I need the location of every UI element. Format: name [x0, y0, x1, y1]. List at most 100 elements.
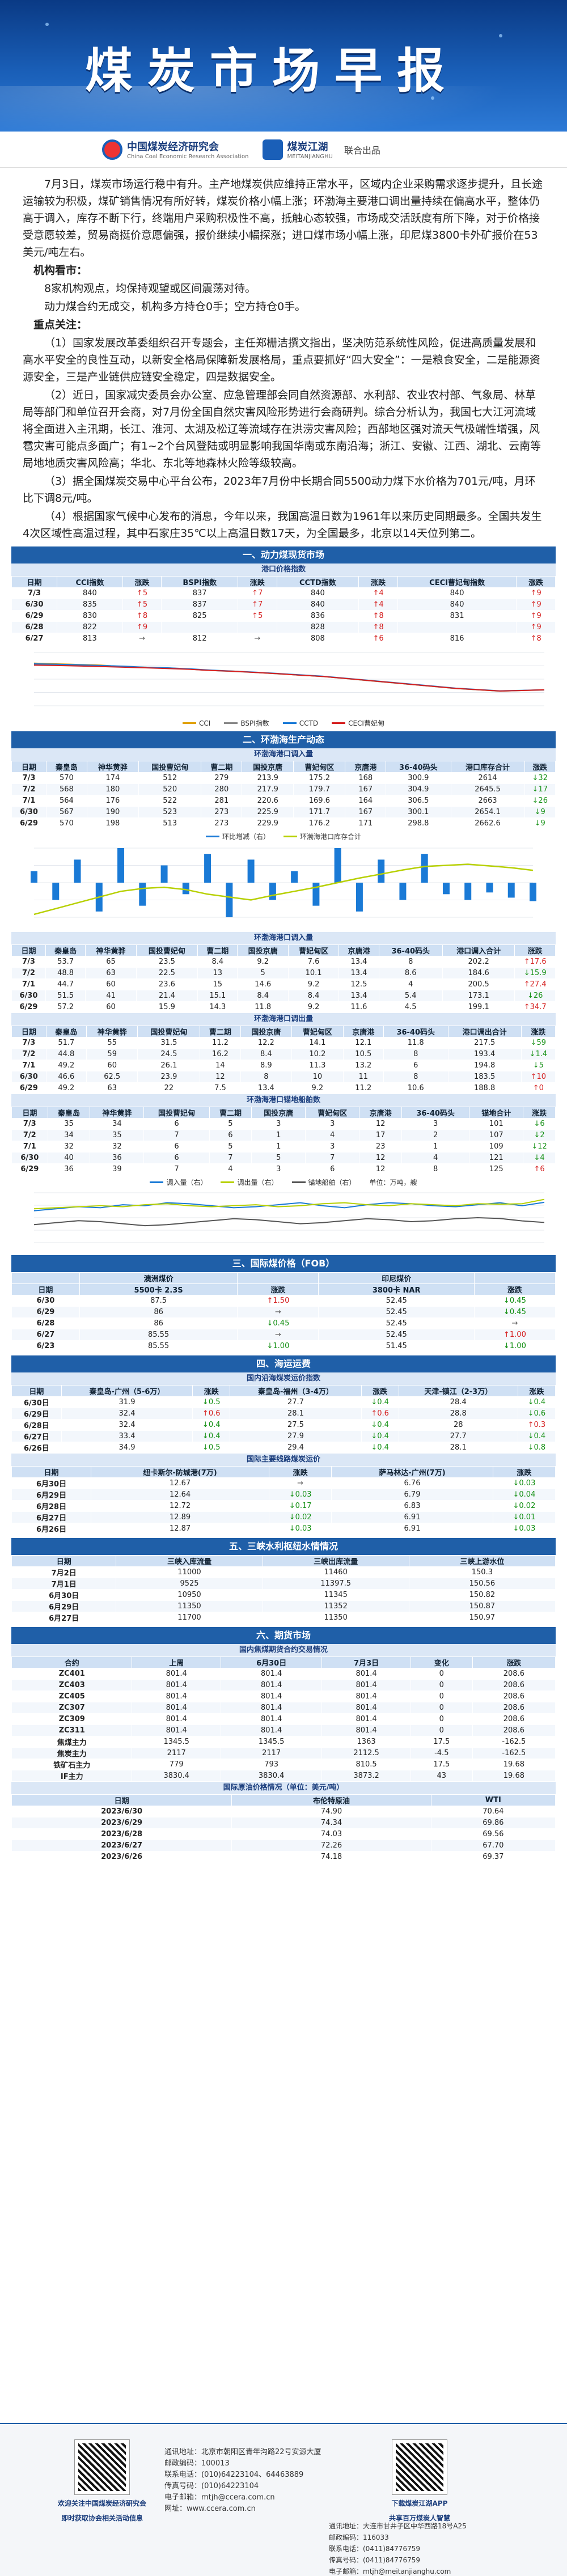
table-cell: 801.4	[220, 1690, 323, 1702]
table-cell: 6	[209, 1129, 252, 1141]
table-cell: 63	[85, 967, 137, 979]
contact-line: 联系电话：(0411)84776759	[329, 2545, 420, 2553]
table-cell: 217.9	[242, 783, 294, 795]
table-cell: 801.4	[132, 1679, 221, 1691]
row-date-cell: 2023/6/28	[11, 1828, 232, 1840]
table-cell: 840	[397, 599, 517, 611]
table-cell: 801.4	[321, 1668, 411, 1680]
table-cell: ↓0.4	[361, 1396, 399, 1408]
table-cell: 11000	[116, 1566, 263, 1578]
table-cell: 816	[397, 633, 517, 645]
summary-heading-focus: 重点关注：	[33, 319, 88, 331]
table-cell: 193.4	[447, 1048, 522, 1060]
org2-english: MEITANJIANGHU	[287, 154, 333, 160]
table-cell: 6	[143, 1141, 210, 1153]
table-cell: 150.56	[408, 1578, 556, 1590]
table-row: 2023/6/26 74.18 69.37	[11, 1851, 556, 1863]
table-cell: 62.5	[86, 1071, 138, 1083]
row-date-cell: 7/3	[11, 1118, 48, 1130]
column-header: 国投京唐	[237, 944, 289, 956]
section-4-subtitle-domestic: 国内沿海煤炭运价指数	[11, 1372, 556, 1385]
table-cell: ↓59	[521, 1037, 556, 1049]
table-cell: 5	[237, 967, 289, 979]
ccera-logo-icon	[102, 139, 122, 160]
app-qr-code[interactable]	[392, 2439, 447, 2495]
table-cell: ↑7	[237, 599, 277, 611]
change-bar	[74, 859, 81, 883]
table-cell: 13.2	[342, 1060, 384, 1071]
table-cell: ↑0.6	[361, 1408, 399, 1420]
column-header: 三峡出库流量	[262, 1555, 409, 1567]
table-cell: 0	[410, 1679, 473, 1691]
legend-item: 锚地船舶（右）	[291, 1177, 356, 1187]
table-cell: 7	[143, 1129, 210, 1141]
column-header: 曹二期	[197, 944, 238, 956]
table-cell: ↓26	[514, 990, 556, 1002]
column-header: 萨马林达-广州(7万)	[331, 1466, 493, 1478]
table-cell: 41	[85, 990, 137, 1002]
meitanjianghu-logo-icon	[262, 139, 283, 160]
table-cell: 86	[79, 1317, 238, 1329]
column-group-header: 印尼煤价	[318, 1272, 475, 1284]
table-cell: 59	[86, 1048, 138, 1060]
table-row: 6月26日 12.87 ↓0.03 6.91 ↓0.03	[11, 1523, 556, 1535]
row-date-cell: IF主力	[11, 1770, 133, 1782]
change-bar	[507, 883, 515, 898]
table-cell: 8.9	[240, 1060, 293, 1071]
change-bar	[204, 854, 211, 883]
contact-line: 联系电话：(010)64223104、64463889	[164, 2471, 304, 2479]
table-cell: ↑9	[122, 621, 162, 633]
table-cell: 304.9	[386, 783, 451, 795]
table-cell: 11	[342, 1071, 384, 1083]
table-cell: 28.8	[398, 1408, 518, 1420]
column-header: 涨跌	[192, 1385, 231, 1397]
port-price-table: 日期 CCI指数 涨跌 BSPI指数 涨跌 CCTD指数 涨跌 CECI曹妃甸指数 涨跌 7/3…	[11, 576, 556, 645]
table-cell: ↑9	[516, 610, 556, 622]
footer-caption-right: 下载煤炭江湖APP	[391, 2499, 448, 2507]
table-cell: 11.2	[342, 1082, 384, 1094]
table-header-row: 日期 5500卡 2.3S 涨跌 3800卡 NAR 涨跌	[11, 1283, 556, 1295]
table-cell: 208.6	[472, 1679, 556, 1691]
table-cell: 1	[251, 1129, 306, 1141]
table-cell: 801.4	[132, 1702, 221, 1714]
table-cell: 801.4	[220, 1713, 323, 1725]
column-header: 涨跌	[524, 761, 556, 773]
table-cell: 44.8	[45, 1048, 87, 1060]
table-row: 7/3 51.7 55 31.5 11.2 12.2 14.1 12.1 11.8 217.5 ↓5…	[11, 1037, 556, 1049]
column-header: 36-40码头	[401, 1107, 470, 1118]
table-cell: 2654.1	[450, 806, 525, 818]
table-cell: 8.4	[197, 956, 238, 968]
table-cell: 281	[201, 795, 243, 807]
table-cell: 512	[138, 772, 202, 784]
table-cell: 67.70	[430, 1840, 556, 1852]
table-row: ZC405 801.4 801.4 801.4 0 208.6	[11, 1690, 556, 1702]
table-cell: 150.87	[408, 1600, 556, 1612]
table-cell: ↑10	[521, 1071, 556, 1083]
row-date-cell: 2023/6/27	[11, 1840, 232, 1852]
table-cell: 125	[469, 1163, 524, 1175]
table-cell: ↓32	[524, 772, 556, 784]
change-bar	[269, 883, 276, 900]
table-row: 6/30 87.5 ↑1.50 52.45 ↓0.45	[11, 1295, 556, 1307]
table-cell: 2645.5	[450, 783, 525, 795]
table-cell: 801.4	[220, 1725, 323, 1736]
table-cell: 300.9	[386, 772, 451, 784]
table-cell: 9.2	[237, 956, 289, 968]
table-cell: 8	[383, 1048, 448, 1060]
ccera-qr-code[interactable]	[74, 2439, 130, 2495]
table-cell: 8.4	[240, 1048, 293, 1060]
table-cell: 65	[85, 956, 137, 968]
column-header: 港口调入合计	[442, 944, 515, 956]
table-cell: 840	[276, 587, 359, 599]
table-cell: ↑27.4	[514, 978, 556, 990]
table-cell: 22	[137, 1082, 201, 1094]
column-header: 涨跌	[122, 576, 162, 588]
section-2-subtitle-anchor: 环渤海港口锚地船舶数	[11, 1094, 556, 1107]
chart-legend: 环比增减（右） 环渤海港口库存合计	[11, 832, 556, 841]
column-header: 日期	[11, 1026, 46, 1037]
row-date-cell: 6/29	[11, 1082, 46, 1094]
table-cell: 825	[161, 610, 238, 622]
legend-item: CECI曹妃甸	[332, 718, 384, 728]
row-date-cell: ZC401	[11, 1668, 133, 1680]
column-header: 港口调出合计	[447, 1026, 522, 1037]
